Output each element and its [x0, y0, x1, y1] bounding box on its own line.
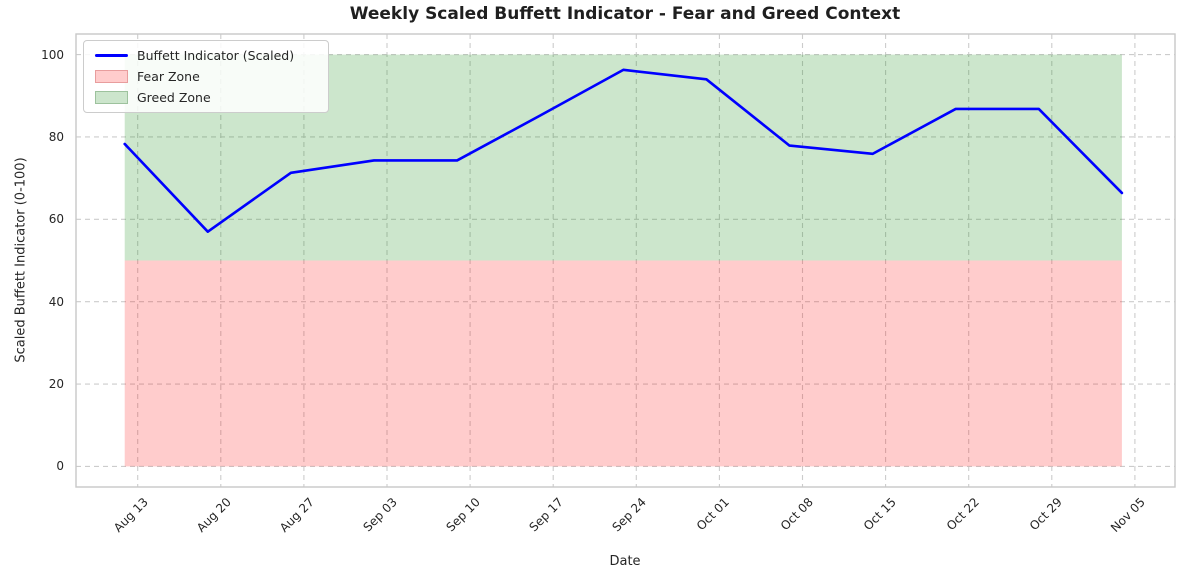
legend-label: Greed Zone — [137, 90, 211, 105]
legend-item-greed: Greed Zone — [95, 90, 318, 105]
legend-label: Fear Zone — [137, 69, 200, 84]
y-tick-label: 60 — [48, 212, 64, 227]
y-tick-label: 20 — [48, 377, 64, 392]
y-tick-label: 80 — [48, 129, 64, 144]
legend-label: Buffett Indicator (Scaled) — [137, 48, 295, 63]
y-tick-label: 40 — [48, 294, 64, 309]
chart-title: Weekly Scaled Buffett Indicator - Fear a… — [349, 4, 901, 24]
y-tick-label: 0 — [56, 459, 64, 474]
buffett-indicator-line — [123, 68, 1124, 233]
y-axis-label: Scaled Buffett Indicator (0-100) — [13, 157, 29, 363]
fear-zone-fill — [124, 260, 1122, 467]
y-tick-label: 100 — [41, 47, 64, 62]
greed-patch-icon — [95, 91, 128, 104]
x-axis-label: Date — [609, 554, 641, 569]
legend-item-fear: Fear Zone — [95, 69, 318, 84]
legend: Buffett Indicator (Scaled) Fear Zone Gre… — [83, 40, 329, 113]
axes-border — [75, 33, 1176, 488]
line-swatch-icon — [95, 54, 128, 57]
fear-patch-icon — [95, 70, 128, 83]
legend-item-buffett: Buffett Indicator (Scaled) — [95, 48, 318, 63]
